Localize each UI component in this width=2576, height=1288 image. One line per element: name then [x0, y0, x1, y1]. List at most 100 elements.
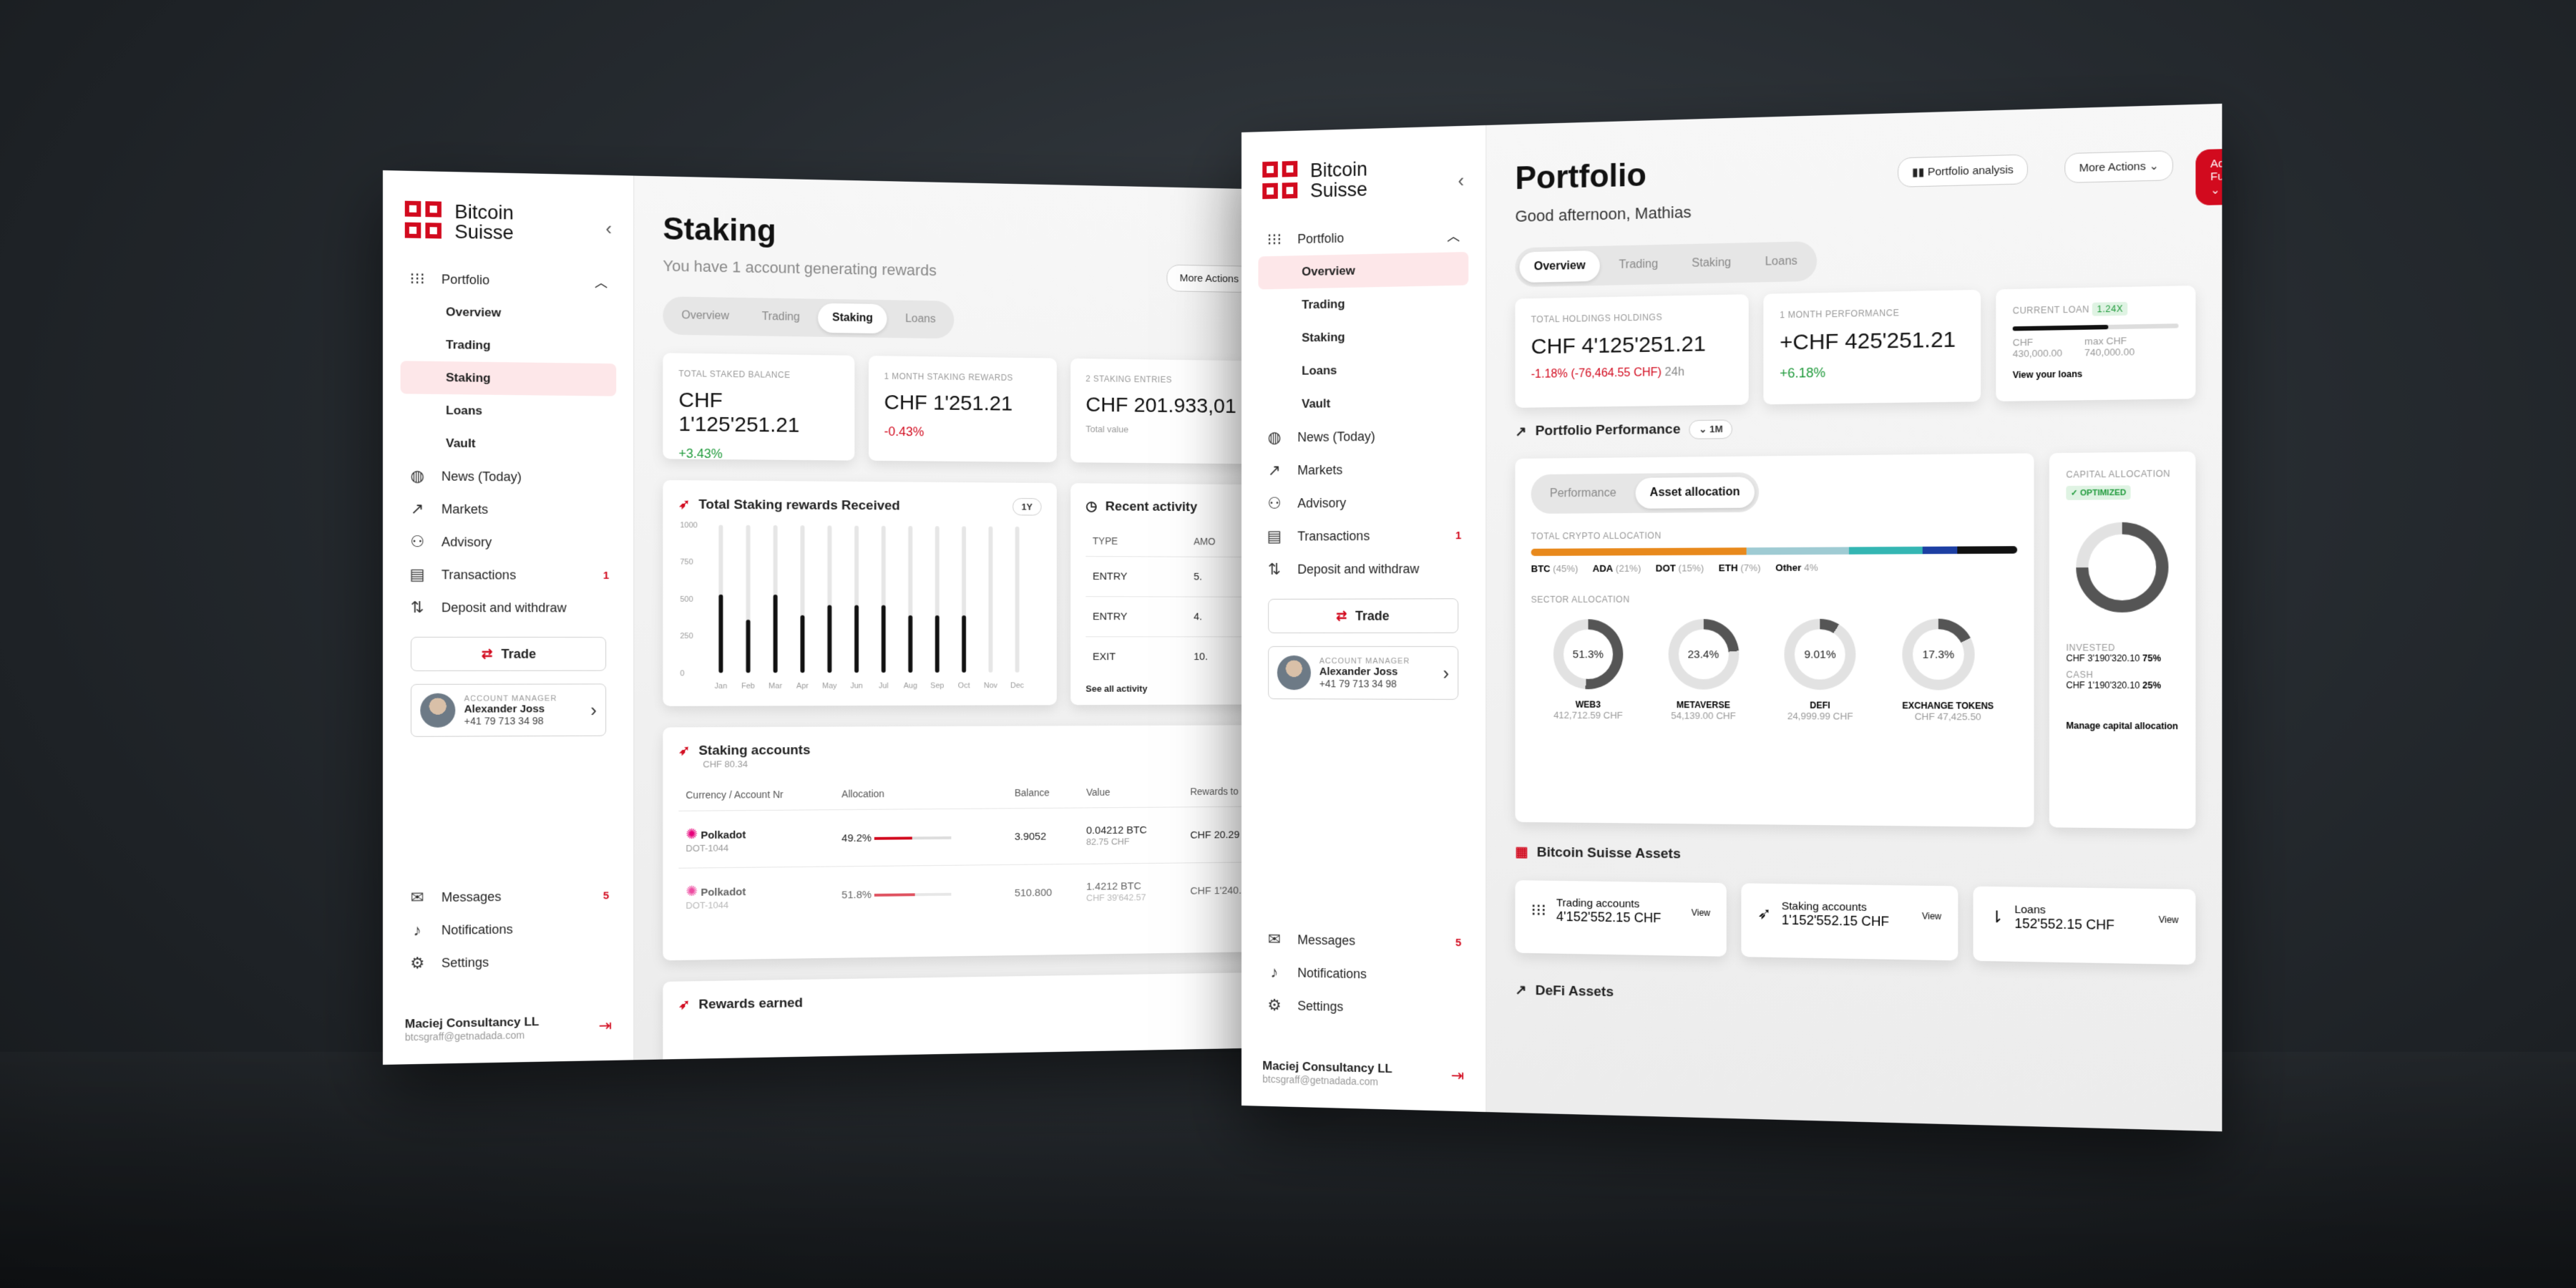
trade-button[interactable]: ⇄ Trade [411, 637, 606, 671]
x-tick-label: Jul [879, 682, 889, 691]
tab-loans[interactable]: Loans [891, 304, 950, 334]
bar-jan[interactable] [718, 595, 723, 673]
performance-card: 1 MONTH PERFORMANCE +CHF 425'251.21 +6.1… [1763, 290, 1981, 404]
bar-feb[interactable] [746, 620, 751, 673]
donut-exchange: 17.3% [1902, 619, 1974, 691]
table-row[interactable]: ENTRY 4. [1085, 597, 1260, 637]
chart-title: Total Staking rewards Received [698, 497, 899, 513]
bar-jul[interactable] [882, 605, 886, 673]
period-select[interactable]: 1Y [1013, 498, 1042, 516]
table-row[interactable]: ✺ Polkadot DOT-1044 51.8% 510.800 1.4212 … [678, 862, 1274, 925]
logout-icon[interactable]: ⇥ [599, 1017, 613, 1035]
sidebar-item-messages[interactable]: ✉ Messages 5 [401, 879, 617, 914]
bar-aug[interactable] [908, 615, 912, 673]
manage-capital-link[interactable]: Manage capital allocation [2066, 721, 2178, 731]
polkadot-icon: ✺ [686, 826, 698, 842]
sidebar-item-label: Markets [441, 502, 488, 517]
bell-icon: ♪ [408, 921, 427, 940]
collapse-sidebar-icon[interactable]: ‹ [1458, 170, 1465, 192]
view-link[interactable]: View [2159, 914, 2179, 925]
sidebar-item-deposit[interactable]: ⇅ Deposit and withdraw [401, 591, 617, 624]
sidebar-sub-staking[interactable]: Staking [1258, 318, 1468, 355]
logout-icon[interactable]: ⇥ [1451, 1066, 1464, 1085]
see-all-activity-link[interactable]: See all activity [1085, 683, 1260, 694]
col-currency[interactable]: Currency / Account Nr [678, 779, 834, 811]
value-chf: 82.75 CHF [1086, 836, 1176, 847]
asset-label: Staking accounts [1782, 900, 1889, 914]
sidebar-sub-overview[interactable]: Overview [1258, 252, 1468, 290]
sidebar-sub-loans[interactable]: Loans [401, 394, 617, 429]
sidebar-item-messages[interactable]: ✉ Messages 5 [1258, 922, 1468, 959]
sidebar-item-news[interactable]: ◍ News (Today) [401, 459, 617, 494]
bar-mar[interactable] [774, 595, 778, 673]
sidebar-sub-vault[interactable]: Vault [401, 426, 617, 461]
sidebar-item-portfolio[interactable]: ⁝⁝⁝ Portfolio ︿ [1258, 218, 1468, 256]
col-balance[interactable]: Balance [1008, 777, 1079, 809]
table-row[interactable]: ✺ Polkadot DOT-1044 49.2% 3.9052 0.04212 … [678, 806, 1274, 868]
sidebar-item-transactions[interactable]: ▤ Transactions 1 [401, 558, 617, 592]
account-manager-card[interactable]: ACCOUNT MANAGER Alexander Joss +41 79 713 … [1268, 646, 1458, 700]
tab-staking[interactable]: Staking [818, 303, 887, 334]
view-link[interactable]: View [1692, 907, 1711, 918]
sidebar-sub-staking[interactable]: Staking [401, 361, 617, 396]
bar-may[interactable] [827, 605, 831, 673]
bar-apr[interactable] [801, 615, 805, 673]
crypto-segment-eth [1923, 547, 1957, 555]
bar-oct[interactable] [962, 615, 966, 673]
tab-performance[interactable]: Performance [1536, 478, 1631, 509]
sidebar-item-advisory[interactable]: ⚇ Advisory [1258, 485, 1468, 520]
sidebar-item-advisory[interactable]: ⚇ Advisory [401, 525, 617, 559]
bell-icon: ♪ [1265, 963, 1283, 982]
sidebar-item-settings[interactable]: ⚙ Settings [1258, 988, 1468, 1025]
collapse-sidebar-icon[interactable]: ‹ [605, 218, 612, 240]
portfolio-analysis-button[interactable]: ▮▮ Portfolio analysis [1898, 154, 2028, 187]
table-row[interactable]: ENTRY 5. [1085, 557, 1260, 597]
col-allocation[interactable]: Allocation [834, 778, 1008, 810]
value-btc: 1.4212 BTC [1086, 880, 1176, 893]
sidebar-sub-overview[interactable]: Overview [401, 295, 617, 331]
more-actions-button[interactable]: More Actions ⌄ [2064, 150, 2173, 183]
swap-icon: ⇄ [1336, 608, 1347, 623]
clock-icon: ◷ [1085, 499, 1097, 514]
asset-card-trading[interactable]: ⁝⁝⁝ Trading accounts 4'152'552.15 CHF View [1515, 880, 1726, 957]
sidebar-item-markets[interactable]: ↗ Markets [401, 492, 617, 527]
tab-trading[interactable]: Trading [748, 302, 814, 333]
sidebar-item-markets[interactable]: ↗ Markets [1258, 452, 1468, 487]
table-row[interactable]: EXIT 10. [1085, 637, 1260, 677]
col-value[interactable]: Value [1079, 776, 1183, 808]
view-loans-link[interactable]: View your loans [2013, 367, 2179, 380]
add-funds-button[interactable]: Add Funds ⌄ [2195, 148, 2222, 205]
tab-loans[interactable]: Loans [1750, 245, 1813, 278]
sidebar-item-transactions[interactable]: ▤ Transactions 1 [1258, 519, 1468, 553]
bar-jun[interactable] [854, 605, 859, 673]
sidebar-sub-trading[interactable]: Trading [401, 328, 617, 364]
logo-mark-icon [1262, 161, 1300, 203]
sidebar-item-deposit[interactable]: ⇅ Deposit and withdraw [1258, 552, 1468, 586]
chart-icon: ↗ [1265, 461, 1283, 479]
trade-button[interactable]: ⇄ Trade [1268, 598, 1458, 633]
staking-main: Staking You have 1 account generating re… [634, 176, 1345, 1060]
sidebar-item-notifications[interactable]: ♪ Notifications [1258, 955, 1468, 992]
x-tick-label: Sep [930, 682, 944, 691]
tab-trading[interactable]: Trading [1604, 249, 1673, 281]
sidebar-item-notifications[interactable]: ♪ Notifications [401, 912, 617, 947]
asset-card-staking[interactable]: ➶ Staking accounts 1'152'552.15 CHF View [1741, 883, 1958, 960]
sidebar-sub-vault[interactable]: Vault [1258, 385, 1468, 421]
sidebar-item-portfolio[interactable]: ⁝⁝⁝ Portfolio ︿ [401, 262, 617, 298]
perf-period-select[interactable]: ⌄ 1M [1689, 419, 1732, 439]
tab-overview[interactable]: Overview [667, 301, 743, 331]
tab-staking[interactable]: Staking [1677, 247, 1746, 279]
sidebar-item-news[interactable]: ◍ News (Today) [1258, 419, 1468, 454]
asset-card-loans[interactable]: ⇂ Loans 152'552.15 CHF View [1974, 887, 2196, 965]
tab-overview[interactable]: Overview [1520, 250, 1600, 283]
tab-asset-allocation[interactable]: Asset allocation [1635, 477, 1755, 509]
activity-table: TYPE AMO ENTRY 5. ENTRY 4. EXIT 10. [1085, 525, 1260, 676]
more-actions-button[interactable]: More Actions [1166, 265, 1252, 293]
bar-sep[interactable] [935, 615, 940, 673]
account-manager-card[interactable]: ACCOUNT MANAGER Alexander Joss +41 79 713 … [411, 683, 606, 736]
sidebar-sub-loans[interactable]: Loans [1258, 352, 1468, 389]
sidebar-item-settings[interactable]: ⚙ Settings [401, 945, 617, 980]
view-link[interactable]: View [1922, 911, 1941, 922]
legend-ada: ADA (21%) [1593, 562, 1641, 574]
sidebar-sub-trading[interactable]: Trading [1258, 286, 1468, 323]
